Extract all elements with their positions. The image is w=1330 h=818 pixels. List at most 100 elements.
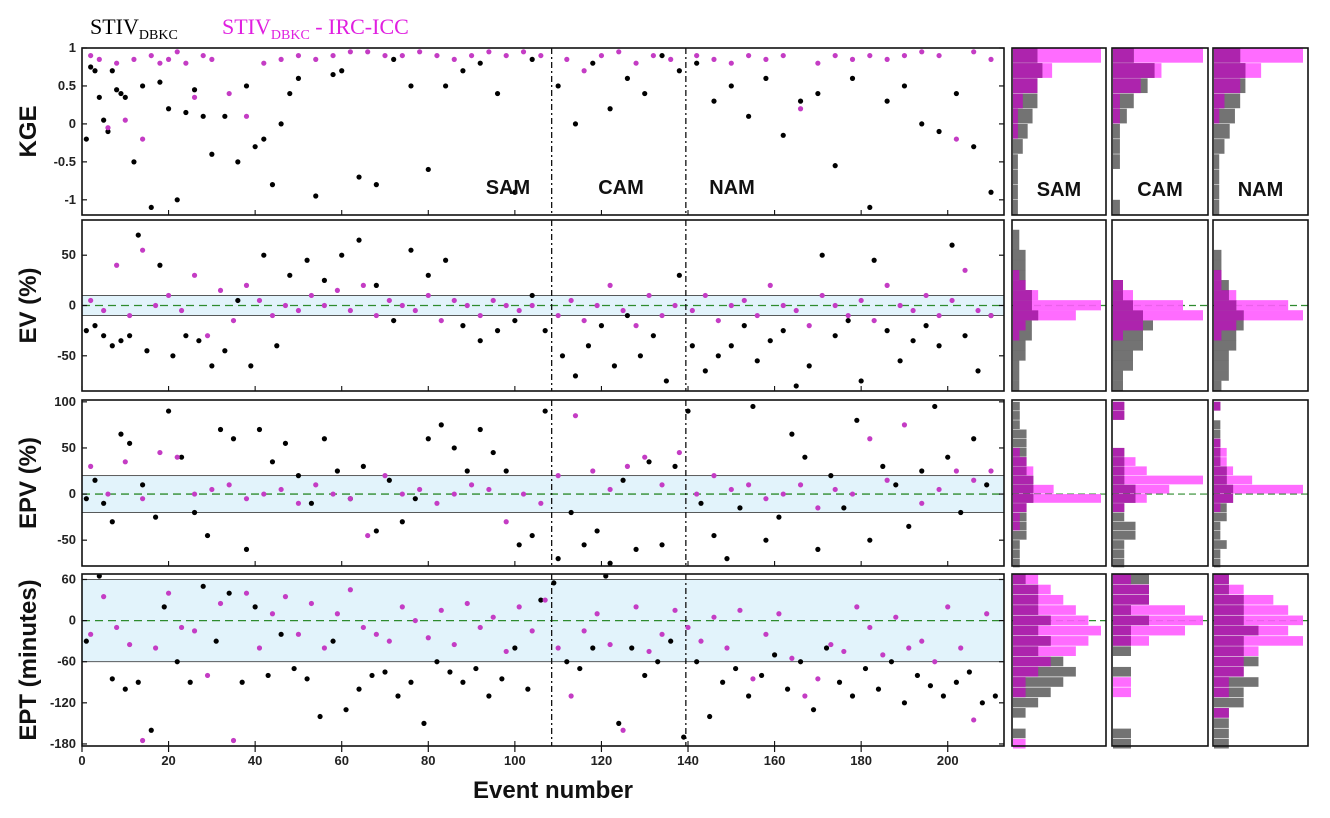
- point-stiv: [373, 528, 379, 534]
- point-stiv-irc: [845, 312, 851, 319]
- point-stiv: [339, 252, 345, 258]
- point-stiv-irc: [226, 482, 232, 488]
- hist-bar-stiv-irc: [1013, 310, 1076, 321]
- point-stiv-irc: [191, 94, 198, 100]
- histogram-frame: [1212, 219, 1309, 392]
- point-stiv: [676, 68, 682, 74]
- point-stiv: [845, 317, 851, 324]
- point-stiv: [624, 312, 631, 319]
- hist-bar-overlap: [1214, 93, 1225, 109]
- hist-bar-stiv: [1214, 540, 1227, 549]
- point-stiv: [386, 477, 392, 483]
- hist-bar-stiv: [1214, 530, 1221, 540]
- point-stiv-irc: [616, 49, 622, 55]
- point-stiv-irc: [278, 486, 284, 493]
- x-tick-label: 120: [591, 753, 613, 768]
- hist-bar-stiv-irc: [1214, 594, 1274, 605]
- point-stiv: [655, 659, 661, 665]
- hist-bar-stiv: [1013, 360, 1020, 371]
- point-stiv: [780, 328, 786, 334]
- hist-bar-overlap: [1214, 574, 1229, 585]
- hist-bar-stiv-irc: [1013, 615, 1089, 626]
- point-stiv-irc: [399, 302, 405, 309]
- y-tick-label: -180: [50, 736, 76, 751]
- point-stiv: [464, 468, 470, 474]
- point-stiv: [945, 454, 951, 460]
- hist-bar-stiv: [1013, 259, 1026, 271]
- point-stiv-irc: [269, 611, 276, 617]
- point-stiv-irc: [516, 307, 522, 314]
- hist-bar-stiv-irc: [1013, 636, 1089, 646]
- point-stiv-irc: [572, 413, 579, 419]
- hist-bar-overlap: [1113, 484, 1136, 494]
- point-stiv-irc: [871, 317, 877, 324]
- point-stiv: [720, 679, 726, 685]
- point-stiv-irc: [226, 90, 232, 97]
- hist-bar-overlap: [1013, 666, 1039, 677]
- hist-bar-overlap: [1113, 401, 1125, 411]
- point-stiv: [910, 338, 916, 344]
- hist-bar-overlap: [1013, 63, 1043, 78]
- point-stiv-irc: [434, 500, 440, 506]
- hist-bar-overlap: [1013, 280, 1026, 291]
- hist-bar-overlap: [1214, 475, 1227, 485]
- point-stiv: [209, 363, 215, 369]
- y-tick-label: -0.5: [54, 154, 76, 169]
- point-stiv: [607, 106, 613, 112]
- point-stiv: [408, 247, 414, 253]
- point-stiv: [304, 676, 310, 682]
- point-stiv-irc: [334, 611, 340, 617]
- point-stiv: [871, 257, 877, 263]
- hist-bar-overlap: [1013, 521, 1020, 531]
- point-stiv: [122, 686, 128, 692]
- point-stiv-irc: [802, 693, 808, 699]
- point-stiv: [581, 542, 587, 548]
- point-stiv: [555, 556, 561, 562]
- point-stiv: [92, 477, 98, 483]
- point-stiv: [607, 560, 613, 566]
- hist-bar-stiv: [1113, 512, 1125, 522]
- legend-series-b-suffix: - IRC-ICC: [310, 14, 409, 39]
- histogram-nam: [1212, 219, 1309, 392]
- hist-bar-stiv: [1013, 350, 1026, 361]
- point-stiv-irc: [347, 49, 353, 55]
- point-stiv-irc: [620, 727, 626, 733]
- hist-bar-overlap: [1113, 108, 1120, 124]
- point-stiv: [806, 363, 812, 369]
- hist-bar-overlap: [1013, 108, 1018, 124]
- hist-bar-overlap: [1013, 457, 1027, 466]
- point-stiv: [971, 144, 977, 150]
- hist-bar-overlap: [1214, 401, 1221, 411]
- point-stiv-irc: [893, 614, 899, 620]
- point-stiv-irc: [313, 56, 319, 62]
- panel-0: KGE SAM CAM NAM 1 0.5 0 -0.5 -1 SAM CAM NAM: [15, 40, 1309, 216]
- point-stiv-irc: [451, 491, 457, 497]
- point-stiv-irc: [828, 641, 834, 648]
- y-tick-label: -50: [57, 348, 76, 363]
- hist-bar-overlap: [1113, 330, 1123, 341]
- point-stiv-irc: [694, 52, 700, 59]
- point-stiv-irc: [157, 449, 163, 456]
- point-stiv: [715, 353, 721, 359]
- point-stiv-irc: [711, 473, 717, 479]
- point-stiv: [568, 509, 574, 516]
- histogram-sam: [1011, 573, 1107, 749]
- point-stiv: [109, 676, 115, 682]
- hist-bar-stiv: [1214, 123, 1230, 139]
- hist-bar-stiv-irc: [1113, 300, 1183, 311]
- hist-bar-stiv: [1013, 411, 1020, 420]
- hist-bar-overlap: [1214, 584, 1229, 595]
- point-stiv-irc: [217, 600, 224, 607]
- hist-bar-stiv: [1214, 330, 1237, 341]
- hist-bar-stiv: [1013, 169, 1018, 185]
- point-stiv: [287, 272, 293, 278]
- hist-bar-stiv-irc: [1113, 605, 1185, 615]
- hist-bar-overlap: [1214, 457, 1221, 466]
- point-stiv-irc: [750, 676, 756, 682]
- point-stiv-irc: [425, 292, 431, 299]
- point-stiv: [776, 514, 782, 520]
- hist-bar-overlap: [1013, 677, 1026, 687]
- point-stiv: [118, 431, 124, 437]
- point-stiv-irc: [127, 312, 133, 319]
- point-stiv-irc: [711, 56, 717, 62]
